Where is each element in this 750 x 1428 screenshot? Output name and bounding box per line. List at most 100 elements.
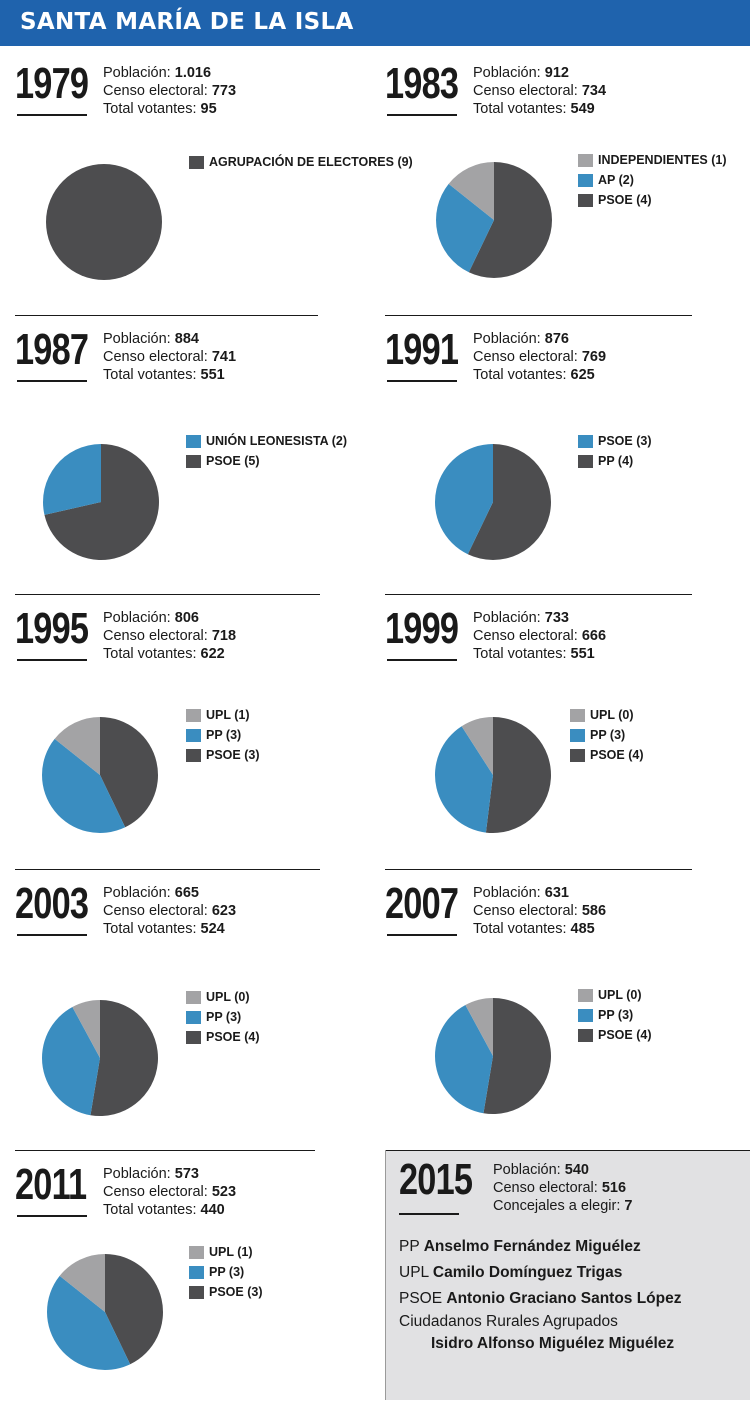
poblacion-label: Población: xyxy=(473,885,541,901)
year-label: 1995 xyxy=(15,604,89,653)
party-name: UPL xyxy=(399,1264,429,1281)
legend-swatch xyxy=(186,1010,201,1024)
pie-slice xyxy=(46,164,162,280)
page-title: SANTA MARÍA DE LA ISLA xyxy=(20,9,354,35)
legend-item: PP (3) xyxy=(189,1262,263,1282)
year-underline xyxy=(387,659,457,661)
legend-label: PSOE (4) xyxy=(598,1028,652,1042)
legend-label: UPL (1) xyxy=(206,708,250,722)
legend-item: PP (3) xyxy=(186,725,260,745)
legend-swatch xyxy=(186,1030,201,1044)
legend-item: PSOE (4) xyxy=(578,190,727,210)
legend-label: UPL (0) xyxy=(590,708,634,722)
legend: UPL (1) PP (3) PSOE (3) xyxy=(186,705,260,765)
legend-item: PSOE (3) xyxy=(186,745,260,765)
censo-label: Censo electoral: xyxy=(103,628,208,644)
pie-slice xyxy=(435,444,493,555)
legend-label: PSOE (5) xyxy=(206,454,260,468)
divider xyxy=(15,1150,315,1151)
pie-slice xyxy=(485,717,551,833)
poblacion-label: Población: xyxy=(473,331,541,347)
votantes-value: 440 xyxy=(200,1202,225,1218)
panel-1995: 1995 Población: 806 Censo electoral: 718… xyxy=(0,597,375,872)
pie-slice xyxy=(59,1254,105,1312)
legend-label: PSOE (4) xyxy=(206,1030,260,1044)
pie-chart xyxy=(42,717,158,833)
legend-label: UNIÓN LEONESISTA (2) xyxy=(206,434,347,448)
candidate-pp: PP Anselmo Fernández Miguélez xyxy=(399,1238,641,1256)
legend-item: PP (3) xyxy=(570,725,644,745)
censo-label: Censo electoral: xyxy=(103,903,208,919)
year-underline xyxy=(387,380,457,382)
legend-item: PSOE (4) xyxy=(578,1025,652,1045)
poblacion-label: Población: xyxy=(103,65,171,81)
stats-block: Población: 806 Censo electoral: 718 Tota… xyxy=(103,609,236,663)
legend-label: PP (4) xyxy=(598,454,634,468)
votantes-value: 524 xyxy=(200,921,225,937)
legend-swatch xyxy=(186,708,201,722)
stats-block: Población: 540 Censo electoral: 516 Conc… xyxy=(493,1161,632,1215)
pie-chart xyxy=(42,1000,158,1116)
poblacion-value: 631 xyxy=(544,885,569,901)
legend-label: PSOE (3) xyxy=(209,1285,263,1299)
pie-slice xyxy=(72,1000,100,1058)
panel-1979: 1979 Población: 1.016 Censo electoral: 7… xyxy=(0,52,375,327)
pie-chart xyxy=(42,444,160,560)
stats-block: Población: 665 Censo electoral: 623 Tota… xyxy=(103,884,236,938)
candidate-name: Antonio Graciano Santos López xyxy=(446,1290,682,1307)
pie-chart xyxy=(46,164,162,280)
poblacion-label: Población: xyxy=(103,331,171,347)
votantes-label: Total votantes: xyxy=(103,646,197,662)
legend-item: PSOE (3) xyxy=(578,431,652,451)
legend: PSOE (3) PP (4) xyxy=(578,431,652,471)
candidate-upl: UPL Camilo Domínguez Trigas xyxy=(399,1264,622,1282)
stats-block: Población: 573 Censo electoral: 523 Tota… xyxy=(103,1165,236,1219)
poblacion-value: 1.016 xyxy=(174,65,212,81)
censo-value: 718 xyxy=(211,628,237,644)
legend-label: PSOE (3) xyxy=(598,434,652,448)
legend-swatch xyxy=(189,1285,204,1299)
legend-swatch xyxy=(570,708,585,722)
legend-item: INDEPENDIENTES (1) xyxy=(578,150,727,170)
legend-swatch xyxy=(186,748,201,762)
poblacion-value: 876 xyxy=(544,331,569,347)
legend-item: UPL (1) xyxy=(186,705,260,725)
censo-value: 741 xyxy=(211,349,237,365)
divider xyxy=(15,315,318,316)
poblacion-label: Población: xyxy=(493,1162,561,1178)
stats-block: Población: 733 Censo electoral: 666 Tota… xyxy=(473,609,606,663)
pie-slice xyxy=(467,444,551,560)
votantes-value: 95 xyxy=(200,101,217,117)
censo-label: Censo electoral: xyxy=(493,1180,598,1196)
year-underline xyxy=(17,380,87,382)
pie-chart xyxy=(435,998,551,1114)
legend: UNIÓN LEONESISTA (2) PSOE (5) xyxy=(186,431,347,471)
divider xyxy=(385,869,692,870)
votantes-label: Total votantes: xyxy=(103,921,197,937)
censo-label: Censo electoral: xyxy=(473,903,578,919)
candidate-name: Camilo Domínguez Trigas xyxy=(432,1264,623,1281)
stats-block: Población: 631 Censo electoral: 586 Tota… xyxy=(473,884,606,938)
censo-value: 516 xyxy=(601,1180,627,1196)
poblacion-value: 884 xyxy=(174,331,199,347)
legend-item: UPL (0) xyxy=(570,705,644,725)
divider xyxy=(385,1150,386,1400)
legend-swatch xyxy=(186,728,201,742)
stats-block: Población: 1.016 Censo electoral: 773 To… xyxy=(103,64,236,118)
legend: UPL (0) PP (3) PSOE (4) xyxy=(186,987,260,1047)
legend: UPL (0) PP (3) PSOE (4) xyxy=(570,705,644,765)
votantes-value: 625 xyxy=(570,367,595,383)
legend-swatch xyxy=(186,454,201,468)
poblacion-label: Población: xyxy=(473,65,541,81)
censo-value: 769 xyxy=(581,349,607,365)
year-underline xyxy=(17,934,87,936)
legend-swatch xyxy=(186,434,201,448)
legend-label: PP (3) xyxy=(206,728,242,742)
pie-slice xyxy=(100,717,158,828)
panel-1987: 1987 Población: 884 Censo electoral: 741… xyxy=(0,318,375,593)
pie-chart xyxy=(47,1254,163,1370)
votantes-label: Total votantes: xyxy=(473,367,567,383)
legend-item: PP (3) xyxy=(578,1005,652,1025)
censo-value: 773 xyxy=(211,83,237,99)
legend-swatch xyxy=(578,193,593,207)
